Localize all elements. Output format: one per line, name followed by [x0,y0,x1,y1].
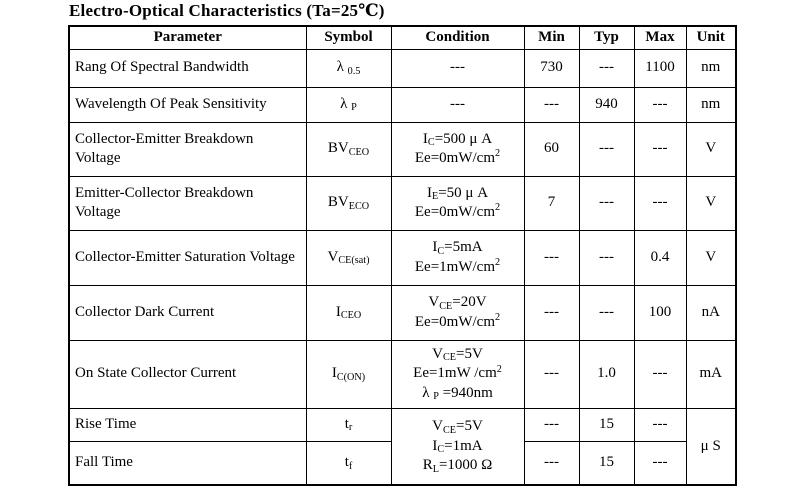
eo-characteristics-table: Parameter Symbol Condition Min Typ Max Unit Ra… [68,25,737,486]
table-row: On State Collector Current IC(ON) VCE=5V Ee… [68,339,737,409]
min-cell: 60 [523,121,580,177]
max-cell: --- [633,339,687,409]
table-row: Wavelength Of Peak Sensitivity λ P --- --- 9… [68,86,737,123]
parameter-cell: Wavelength Of Peak Sensitivity [68,86,307,123]
table-row: Rang Of Spectral Bandwidth λ 0.5 --- 730 ---… [68,48,737,88]
table-row: Collector-Emitter Saturation Voltage VCE(… [68,229,737,286]
parameter-cell: Rise Time [68,407,307,442]
min-cell: 7 [523,175,580,231]
typ-cell: --- [578,48,635,88]
typ-cell: 1.0 [578,339,635,409]
unit-cell: V [685,229,737,286]
unit-cell: nm [685,48,737,88]
max-cell: --- [633,440,687,486]
min-cell: 730 [523,48,580,88]
page-title: Electro-Optical Characteristics (Ta=25℃) [69,1,385,20]
symbol-cell: λ P [305,86,392,123]
max-cell: --- [633,86,687,123]
condition-cell: IC=5mA Ee=1mW/cm2 [390,229,525,286]
typ-cell: --- [578,175,635,231]
condition-cell: --- [390,48,525,88]
condition-cell: VCE=20V Ee=0mW/cm2 [390,284,525,341]
symbol-cell: BVCEO [305,121,392,177]
table-row: Collector Dark Current ICEO VCE=20V Ee=0mW/… [68,284,737,341]
parameter-cell: On State Collector Current [68,339,307,409]
header-cell-unit: Unit [685,25,737,50]
min-cell: --- [523,284,580,341]
parameter-cell: Rang Of Spectral Bandwidth [68,48,307,88]
table-body: Rang Of Spectral Bandwidth λ 0.5 --- 730 ---… [68,48,737,486]
max-cell: --- [633,407,687,442]
symbol-cell: tr [305,407,392,442]
unit-cell: mA [685,339,737,409]
max-cell: 1100 [633,48,687,88]
parameter-cell: Fall Time [68,440,307,486]
unit-cell: V [685,175,737,231]
typ-cell: 940 [578,86,635,123]
min-cell: --- [523,229,580,286]
header-cell-typ: Typ [578,25,635,50]
table-row: Emitter-Collector Breakdown Voltage BVECO… [68,175,737,231]
table-row: Rise Time tr VCE=5V IC=1mA RL=1000 Ω --- 15 ---… [68,407,737,486]
unit-cell: μ S [685,407,737,486]
min-cell: --- [523,407,580,442]
max-cell: --- [633,121,687,177]
header-cell-min: Min [523,25,580,50]
max-cell: --- [633,175,687,231]
unit-cell: V [685,121,737,177]
min-cell: --- [523,440,580,486]
typ-cell: --- [578,229,635,286]
condition-cell: VCE=5V Ee=1mW /cm2 λ P =940nm [390,339,525,409]
header-cell-parameter: Parameter [68,25,307,50]
max-cell: 0.4 [633,229,687,286]
parameter-cell: Collector-Emitter Saturation Voltage [68,229,307,286]
condition-cell: IC=500 μ A Ee=0mW/cm2 [390,121,525,177]
unit-cell: nA [685,284,737,341]
table-row: Fall Time tf --- 15 --- [68,440,736,486]
header-cell-condition: Condition [390,25,525,50]
typ-cell: 15 [578,440,635,486]
condition-cell: VCE=5V IC=1mA RL=1000 Ω [390,407,525,486]
typ-cell: 15 [578,407,635,442]
unit-cell: nm [685,86,737,123]
header-row: Parameter Symbol Condition Min Typ Max Unit [68,25,737,50]
parameter-cell: Collector-Emitter Breakdown Voltage [68,121,307,177]
symbol-cell: tf [305,440,392,486]
header-cell-symbol: Symbol [305,25,392,50]
parameter-cell: Collector Dark Current [68,284,307,341]
typ-cell: --- [578,121,635,177]
symbol-cell: IC(ON) [305,339,392,409]
symbol-cell: ICEO [305,284,392,341]
max-cell: 100 [633,284,687,341]
symbol-cell: BVECO [305,175,392,231]
typ-cell: --- [578,284,635,341]
condition-cell: IE=50 μ A Ee=0mW/cm2 [390,175,525,231]
parameter-cell: Emitter-Collector Breakdown Voltage [68,175,307,231]
table-row: Collector-Emitter Breakdown Voltage BVCEO… [68,121,737,177]
condition-cell: --- [390,86,525,123]
header-cell-max: Max [633,25,687,50]
min-cell: --- [523,339,580,409]
symbol-cell: λ 0.5 [305,48,392,88]
min-cell: --- [523,86,580,123]
symbol-cell: VCE(sat) [305,229,392,286]
